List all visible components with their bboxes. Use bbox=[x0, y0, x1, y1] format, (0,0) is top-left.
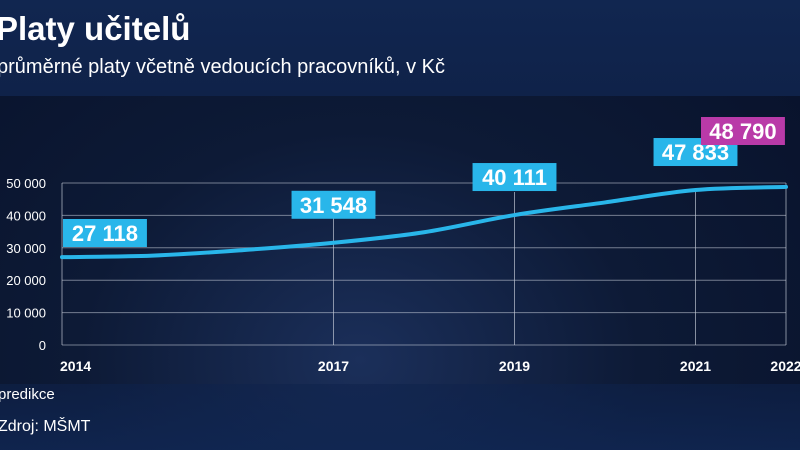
y-tick-label: 0 bbox=[39, 338, 46, 353]
line-chart: 0 10 000 20 000 30 000 40 000 50 000 2014 2017 2… bbox=[6, 117, 800, 374]
x-tick-label: 2022 bbox=[770, 358, 800, 374]
x-tick-label: 2019 bbox=[499, 358, 530, 374]
data-label: 27 118 bbox=[72, 221, 138, 246]
x-tick-label: 2017 bbox=[318, 358, 349, 374]
chart-subtitle: průměrné platy včetně vedoucích pracovní… bbox=[0, 56, 446, 78]
header-band bbox=[0, 0, 800, 96]
y-tick-label: 30 000 bbox=[6, 241, 46, 256]
x-tick-label: 2021 bbox=[680, 358, 711, 374]
y-tick-label: 50 000 bbox=[6, 176, 46, 191]
data-label-box bbox=[291, 190, 376, 219]
data-label: 40 111 bbox=[482, 165, 547, 190]
source-note: Zdroj: MŠMT bbox=[0, 418, 91, 435]
y-tick-label: 20 000 bbox=[6, 273, 46, 288]
data-label-box bbox=[701, 117, 785, 145]
page-title: Platy učitelů bbox=[0, 10, 191, 47]
data-label: 31 548 bbox=[300, 193, 367, 218]
x-tick-label: 2014 bbox=[60, 358, 91, 374]
footer-band bbox=[0, 384, 800, 450]
y-tick-label: 10 000 bbox=[6, 306, 46, 321]
data-label-box bbox=[472, 163, 557, 192]
series-line bbox=[60, 184, 788, 260]
y-tick-label: 40 000 bbox=[6, 208, 46, 223]
prediction-note: predikce bbox=[0, 386, 55, 403]
data-label: 48 790 bbox=[709, 119, 776, 144]
data-label-box bbox=[63, 219, 147, 247]
